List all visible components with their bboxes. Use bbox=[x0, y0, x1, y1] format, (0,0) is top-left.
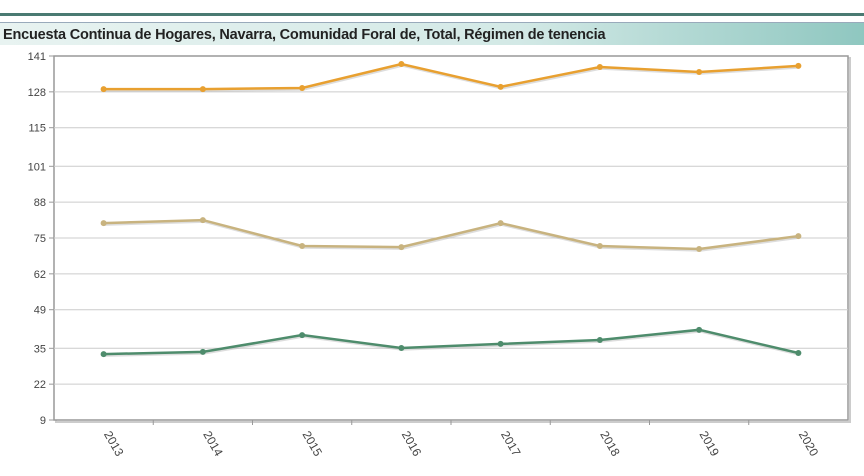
series-line-series-3 bbox=[103, 328, 799, 356]
data-point bbox=[398, 345, 405, 352]
x-tick-label: 2016 bbox=[399, 429, 425, 459]
y-tick-label: 141 bbox=[28, 51, 46, 63]
data-point bbox=[398, 60, 405, 67]
y-tick-label: 115 bbox=[28, 123, 46, 135]
y-tick-label: 49 bbox=[34, 305, 46, 317]
data-point bbox=[497, 83, 504, 90]
series-line-series-1 bbox=[103, 62, 799, 91]
y-tick-label: 128 bbox=[28, 87, 46, 99]
x-tick-label: 2013 bbox=[101, 429, 127, 459]
data-point bbox=[199, 348, 206, 355]
data-point bbox=[696, 68, 703, 75]
data-point bbox=[299, 332, 306, 339]
y-tick-label: 75 bbox=[34, 233, 46, 245]
data-point bbox=[596, 242, 603, 249]
data-point bbox=[199, 217, 206, 224]
y-tick-label: 62 bbox=[34, 269, 46, 281]
chart-title: Encuesta Continua de Hogares, Navarra, C… bbox=[3, 27, 606, 43]
data-point bbox=[497, 340, 504, 347]
x-tick-label: 2018 bbox=[597, 429, 623, 459]
data-point bbox=[696, 326, 703, 333]
data-point bbox=[100, 86, 107, 93]
x-tick-label: 2020 bbox=[796, 429, 822, 459]
data-point bbox=[795, 233, 802, 240]
data-point bbox=[596, 64, 603, 71]
data-point bbox=[299, 84, 306, 91]
data-point bbox=[299, 242, 306, 249]
x-tick-label: 2017 bbox=[498, 429, 524, 459]
data-point bbox=[596, 337, 603, 344]
data-point bbox=[497, 220, 504, 227]
data-point bbox=[696, 246, 703, 253]
x-tick-label: 2019 bbox=[697, 429, 723, 459]
y-tick-label: 22 bbox=[34, 379, 46, 391]
y-tick-label: 101 bbox=[28, 161, 46, 173]
data-point bbox=[199, 86, 206, 93]
data-point bbox=[795, 349, 802, 356]
series-line-series-2 bbox=[103, 218, 799, 251]
data-point bbox=[795, 62, 802, 69]
data-point bbox=[100, 351, 107, 358]
y-tick-label: 88 bbox=[34, 197, 46, 209]
top-divider bbox=[0, 13, 864, 16]
x-tick-label: 2015 bbox=[300, 429, 326, 459]
series-shadow bbox=[104, 330, 800, 357]
y-tick-label: 9 bbox=[40, 415, 46, 427]
data-point bbox=[100, 220, 107, 227]
data-point bbox=[398, 244, 405, 251]
chart-title-bar: Encuesta Continua de Hogares, Navarra, C… bbox=[0, 22, 864, 45]
y-tick-label: 35 bbox=[34, 343, 46, 355]
x-tick-label: 2014 bbox=[200, 429, 226, 459]
